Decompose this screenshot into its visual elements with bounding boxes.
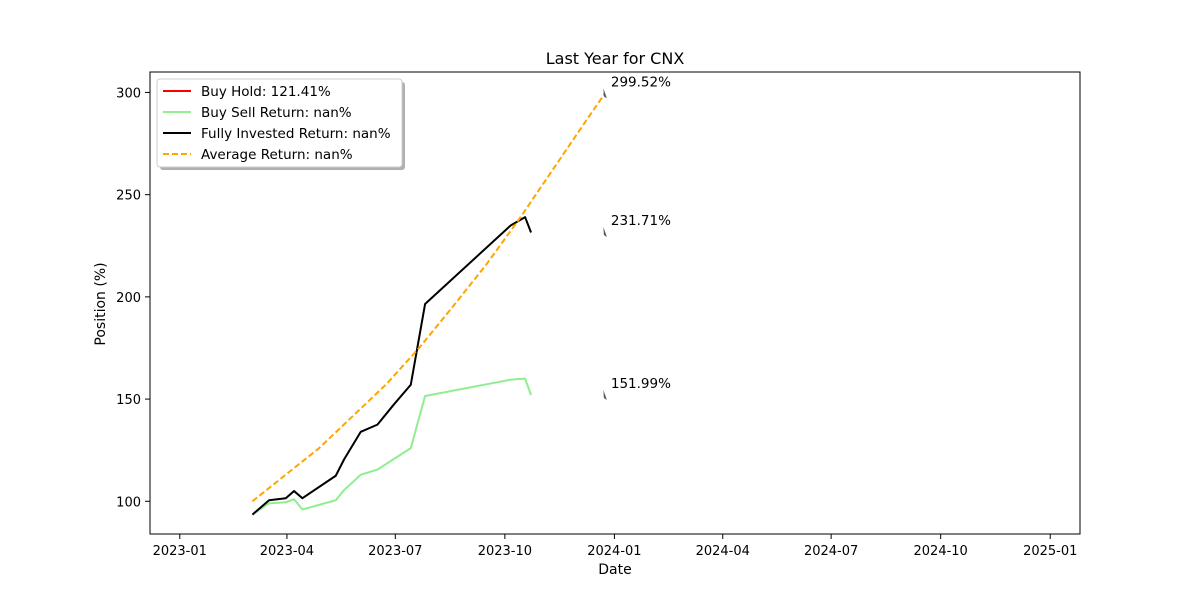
legend-label: Buy Hold: 121.41% [201,84,331,100]
x-tick-label: 2025-01 [1023,544,1077,559]
annotation-label: 151.99% [611,376,671,392]
plot-frame [149,71,1081,535]
x-axis-label: Date [598,562,631,578]
x-tick-label: 2024-10 [914,544,968,559]
plot-area [251,92,606,516]
y-tick-label: 200 [116,291,141,306]
series-line-1 [251,377,532,516]
annotations: 299.52% 231.71% 151.99% [603,74,671,401]
y-tick-label: 100 [116,495,141,510]
x-tick-label: 2023-01 [153,544,207,559]
legend: Buy Hold: 121.41% Buy Sell Return: nan% Fu… [156,78,405,170]
x-axis: 2023-01 2023-04 2023-07 2023-10 2024-01 2024-… [153,534,1077,559]
legend-box [156,78,403,168]
annotation-label: 299.52% [611,74,671,90]
legend-label: Buy Sell Return: nan% [201,105,352,121]
y-axis: 100 150 200 250 300 [116,86,150,510]
y-tick-label: 300 [116,86,141,101]
y-tick-label: 150 [116,393,141,408]
annotation-arrow [603,227,607,238]
x-tick-label: 2024-01 [587,544,641,559]
chart-title: Last Year for CNX [546,49,685,68]
legend-label: Fully Invested Return: nan% [201,126,391,142]
x-tick-label: 2023-07 [368,544,422,559]
legend-label: Average Return: nan% [201,147,353,163]
x-tick-label: 2024-04 [696,544,750,559]
annotation-arrow [603,88,607,99]
annotation-arrow [603,390,607,401]
series-line-2 [251,216,532,516]
annotation-label: 231.71% [611,213,671,229]
x-tick-label: 2023-04 [260,544,314,559]
y-axis-label: Position (%) [93,262,109,345]
x-tick-label: 2024-07 [804,544,858,559]
y-tick-label: 250 [116,189,141,204]
x-tick-label: 2023-10 [478,544,532,559]
series-line-3 [251,92,606,503]
